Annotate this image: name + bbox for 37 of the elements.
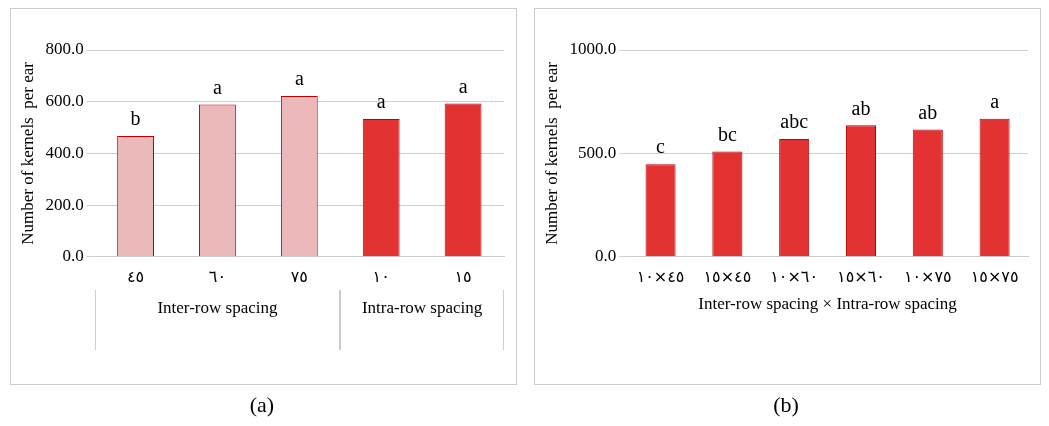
annotation: a	[213, 75, 223, 98]
y-axis-title: Number of kernels per ear	[541, 61, 561, 245]
annotation: b	[130, 107, 141, 130]
annotation: a	[458, 74, 468, 97]
x-tick-label: ١٥	[454, 266, 472, 286]
x-axis-title: Inter-row spacing × Intra-row spacing	[697, 294, 958, 314]
x-tick-label: ٧٥×١٠	[903, 266, 952, 286]
x-tick-label: ١٠	[372, 266, 390, 286]
annotation: a	[990, 90, 1000, 113]
annotation: bc	[717, 122, 737, 145]
x-tick-label: ٤٥×١٥	[703, 266, 752, 286]
y-tick-label: 800.0	[45, 39, 84, 59]
x-tick-label: ٦٠×١٥	[837, 266, 885, 286]
y-tick-label: 200.0	[45, 194, 84, 214]
annotation: a	[294, 67, 304, 90]
y-tick-label: 0.0	[62, 246, 84, 266]
y-tick-label: 0.0	[594, 246, 617, 266]
y-axis-title: Number of kernels per ear	[17, 61, 37, 245]
text: Intra-row spacing	[340, 290, 504, 350]
y-tick-label: 400.0	[45, 142, 84, 162]
x-tick-label: ٤٥×١٠	[636, 266, 685, 286]
annotation: c	[656, 135, 666, 158]
y-tick-label: 600.0	[45, 91, 84, 111]
text: (a)	[248, 392, 276, 418]
annotation: ab	[851, 96, 871, 119]
x-tick-label: ٧٥×١٥	[970, 266, 1019, 286]
text: Inter-row spacing	[94, 290, 341, 350]
y-tick-label: 500.0	[577, 142, 617, 162]
x-tick-label: ٦٠×١٠	[770, 266, 819, 286]
x-tick-label: ٦٠	[208, 266, 227, 286]
annotation: ab	[918, 100, 938, 123]
annotation: abc	[780, 110, 809, 133]
text: (b)	[772, 392, 800, 418]
y-tick-label: 1000.0	[569, 39, 617, 59]
annotation: a	[376, 90, 386, 113]
x-tick-label: ٧٥	[290, 266, 308, 286]
x-tick-label: ٤٥	[126, 266, 145, 286]
